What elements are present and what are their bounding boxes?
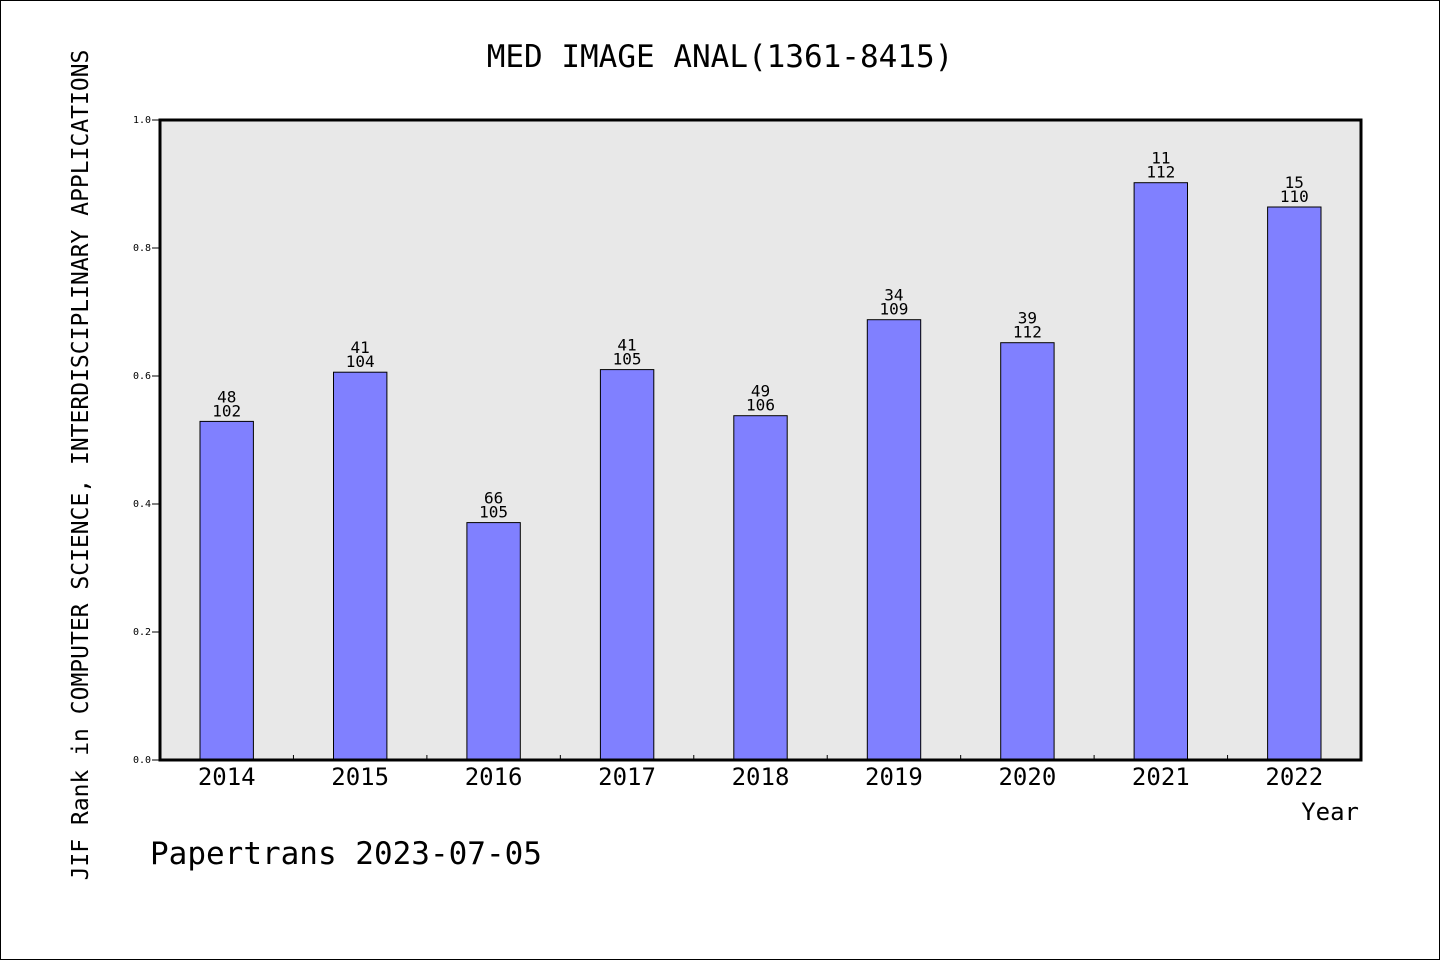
x-tick-label: 2020 — [998, 763, 1056, 791]
chart-title: MED IMAGE ANAL(1361-8415) — [487, 39, 954, 75]
bar-2020 — [1000, 342, 1055, 761]
y-tick-label: 0.2 — [133, 627, 151, 638]
bar-total-label: 102 — [212, 401, 241, 420]
y-axis-label: JIF Rank in COMPUTER SCIENCE, INTERDISCI… — [68, 50, 94, 881]
bars-layer — [199, 182, 1322, 761]
y-tick-label: 0.6 — [133, 371, 151, 382]
bar-total-label: 105 — [613, 350, 642, 369]
x-tick-label: 2016 — [465, 763, 523, 791]
bar-total-label: 105 — [479, 503, 508, 522]
bar-total-label: 112 — [1013, 323, 1042, 342]
bar-rank-label: 11 — [1151, 149, 1170, 168]
x-axis-label: Year — [1301, 798, 1359, 826]
bar-rank-label: 49 — [751, 382, 770, 401]
y-tick-label: 1.0 — [133, 115, 151, 126]
x-tick-label: 2015 — [331, 763, 389, 791]
bar-total-label: 110 — [1280, 187, 1309, 206]
x-tick-label: 2018 — [732, 763, 790, 791]
bar-2019 — [866, 319, 922, 761]
x-tick-label: 2021 — [1132, 763, 1190, 791]
bar-2022 — [1267, 206, 1322, 761]
bar-2017 — [599, 369, 655, 761]
bar-rank-label: 41 — [351, 338, 370, 357]
bar-rank-label: 66 — [484, 489, 503, 508]
y-tick-label: 0.8 — [133, 243, 151, 254]
bar-2018 — [733, 415, 788, 761]
x-tick-label: 2022 — [1265, 763, 1323, 791]
y-tick-label: 0.4 — [133, 499, 151, 510]
x-axis-ticks: 2014 2015 2016 2017 2018 2019 2020 2021 2022 — [198, 755, 1323, 791]
x-tick-label: 2014 — [198, 763, 256, 791]
bar-total-label: 109 — [879, 300, 908, 319]
bar-rank-label: 15 — [1285, 173, 1304, 192]
bar-total-label: 112 — [1146, 163, 1175, 182]
y-axis-ticks: 0.0 0.2 0.4 0.6 0.8 1.0 — [133, 115, 160, 766]
bar-total-label: 106 — [746, 396, 775, 415]
x-tick-label: 2019 — [865, 763, 923, 791]
bar-2021 — [1133, 182, 1188, 761]
bar-2015 — [333, 371, 388, 761]
bar-total-label: 104 — [346, 352, 375, 371]
bar-2016 — [466, 522, 521, 761]
bar-rank-label: 39 — [1018, 309, 1037, 328]
bar-2014 — [199, 420, 254, 761]
y-tick-label: 0.0 — [133, 755, 151, 766]
bar-rank-label: 34 — [884, 286, 903, 305]
x-tick-label: 2017 — [598, 763, 656, 791]
plot-border — [158, 118, 1363, 762]
bar-rank-label: 48 — [217, 387, 236, 406]
footer-watermark: Papertrans 2023-07-05 — [150, 836, 542, 872]
bar-rank-label: 41 — [617, 336, 636, 355]
